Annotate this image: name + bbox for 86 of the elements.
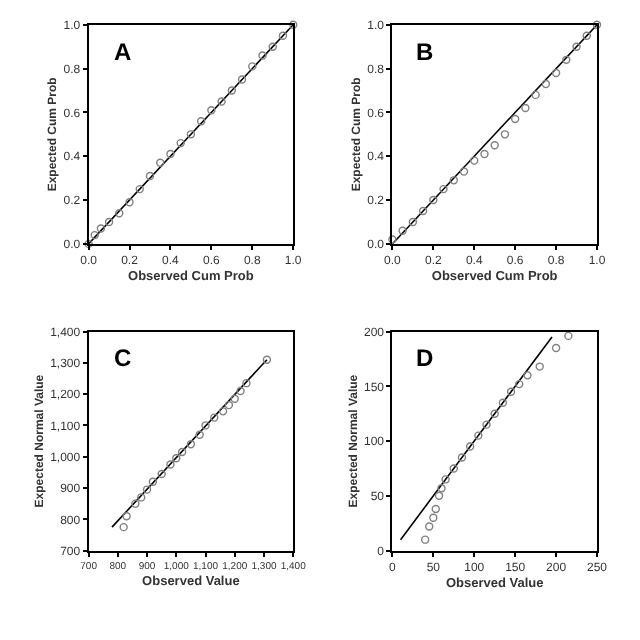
point xyxy=(474,431,483,440)
annotation: D xyxy=(416,344,434,372)
point xyxy=(398,226,407,235)
point xyxy=(564,331,573,341)
point xyxy=(459,167,469,176)
point xyxy=(119,522,128,532)
point xyxy=(137,493,146,502)
point xyxy=(186,440,196,449)
point xyxy=(535,362,544,371)
point xyxy=(289,20,298,29)
point xyxy=(218,407,228,416)
point xyxy=(490,409,499,418)
point xyxy=(201,421,210,430)
point xyxy=(104,217,114,227)
point xyxy=(177,447,187,457)
point xyxy=(166,460,175,469)
point xyxy=(227,86,237,95)
point xyxy=(465,442,475,451)
annotation: A xyxy=(114,38,132,66)
point xyxy=(122,512,131,521)
point xyxy=(523,371,532,380)
point xyxy=(408,217,418,227)
point xyxy=(418,206,428,216)
point xyxy=(148,477,158,486)
point xyxy=(268,42,277,51)
point xyxy=(582,31,591,40)
point xyxy=(195,430,204,439)
point xyxy=(96,224,106,233)
point xyxy=(242,378,251,388)
point xyxy=(498,398,508,407)
point xyxy=(217,97,226,106)
point xyxy=(521,103,530,113)
point xyxy=(90,230,99,240)
point xyxy=(176,138,185,148)
point xyxy=(449,464,458,473)
point xyxy=(457,453,467,462)
point xyxy=(490,141,499,150)
point xyxy=(237,75,247,84)
point xyxy=(449,176,458,185)
point xyxy=(551,68,561,78)
point xyxy=(131,499,140,508)
point xyxy=(551,343,561,353)
point xyxy=(156,158,165,168)
point xyxy=(135,184,144,194)
point xyxy=(230,394,239,404)
point xyxy=(510,114,520,124)
point xyxy=(482,420,491,429)
point xyxy=(207,106,216,115)
point xyxy=(441,475,450,484)
point xyxy=(429,513,438,522)
point xyxy=(562,55,571,65)
point xyxy=(429,195,438,205)
point xyxy=(278,31,288,40)
point xyxy=(431,504,440,514)
point xyxy=(434,491,444,501)
point xyxy=(420,535,430,544)
point xyxy=(515,379,524,389)
point xyxy=(172,454,181,463)
point xyxy=(262,355,272,364)
point xyxy=(437,483,446,493)
point xyxy=(258,51,267,60)
point xyxy=(186,130,196,139)
point xyxy=(541,79,551,89)
point xyxy=(166,149,175,159)
point xyxy=(500,130,510,139)
point xyxy=(388,235,397,244)
point xyxy=(115,209,124,218)
point xyxy=(531,90,540,100)
point xyxy=(425,522,434,531)
point xyxy=(439,184,448,194)
point xyxy=(480,149,489,159)
annotation: C xyxy=(114,344,132,372)
point xyxy=(196,116,206,126)
point xyxy=(236,386,245,396)
point xyxy=(506,387,516,396)
point xyxy=(592,20,602,29)
point xyxy=(145,171,155,181)
point xyxy=(210,413,219,422)
point xyxy=(224,400,234,410)
point xyxy=(470,156,479,165)
point xyxy=(157,469,166,479)
point xyxy=(572,42,581,51)
annotation: B xyxy=(416,38,434,66)
point xyxy=(248,62,257,71)
point xyxy=(125,198,134,207)
point xyxy=(142,485,152,494)
